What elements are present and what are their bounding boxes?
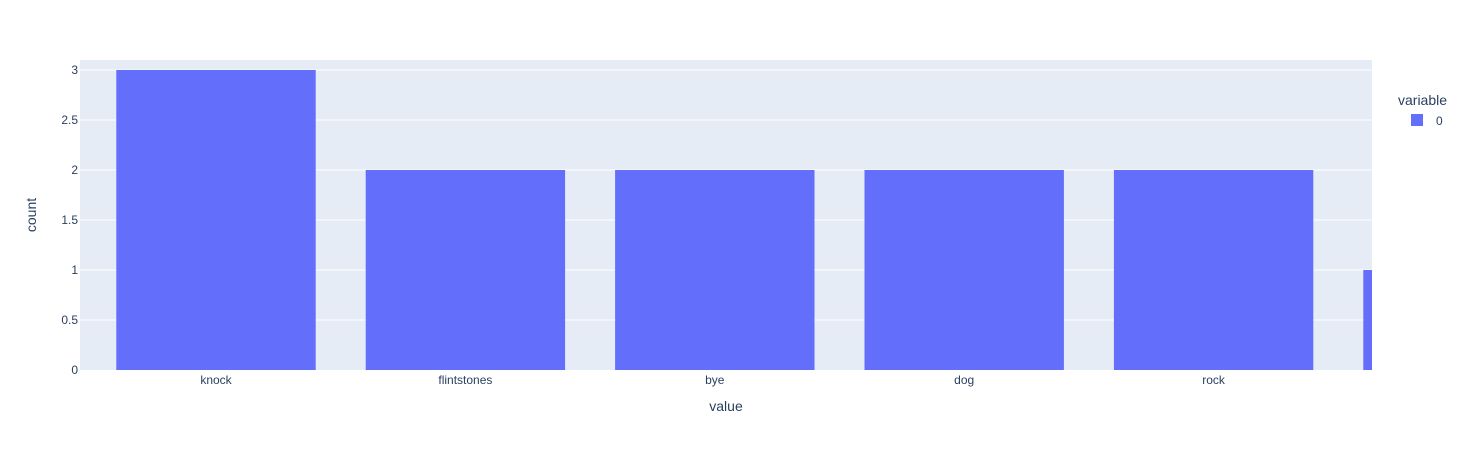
y-axis-title: count: [23, 198, 39, 232]
legend-title: variable: [1398, 92, 1447, 108]
bar[interactable]: [1363, 270, 1470, 370]
legend-swatch: [1411, 114, 1423, 126]
y-tick-label: 0.5: [61, 313, 78, 327]
legend-item-label: 0: [1436, 114, 1443, 128]
x-tick-label: knock: [200, 373, 232, 387]
legend-item[interactable]: 0: [1411, 114, 1443, 128]
x-tick-label: flintstones: [438, 373, 492, 387]
x-tick-label: bye: [705, 373, 725, 387]
bar[interactable]: [116, 70, 316, 370]
bar[interactable]: [615, 170, 815, 370]
y-tick-label: 2: [71, 163, 78, 177]
legend[interactable]: variable 0: [1398, 92, 1447, 128]
bars: [116, 70, 1470, 370]
y-tick-label: 1: [71, 263, 78, 277]
x-tick-label: rock: [1202, 373, 1226, 387]
x-axis-ticks: knock flintstones bye dog rock: [200, 373, 1226, 387]
bar[interactable]: [1113, 170, 1314, 370]
y-tick-label: 1.5: [61, 213, 78, 227]
y-tick-label: 3: [71, 63, 78, 77]
bar[interactable]: [365, 170, 566, 370]
x-tick-label: dog: [954, 373, 974, 387]
y-tick-label: 0: [71, 363, 78, 377]
y-axis-ticks: 0 0.5 1 1.5 2 2.5 3: [61, 63, 78, 377]
y-tick-label: 2.5: [61, 113, 78, 127]
x-axis-title: value: [709, 398, 743, 414]
bar[interactable]: [864, 170, 1064, 370]
